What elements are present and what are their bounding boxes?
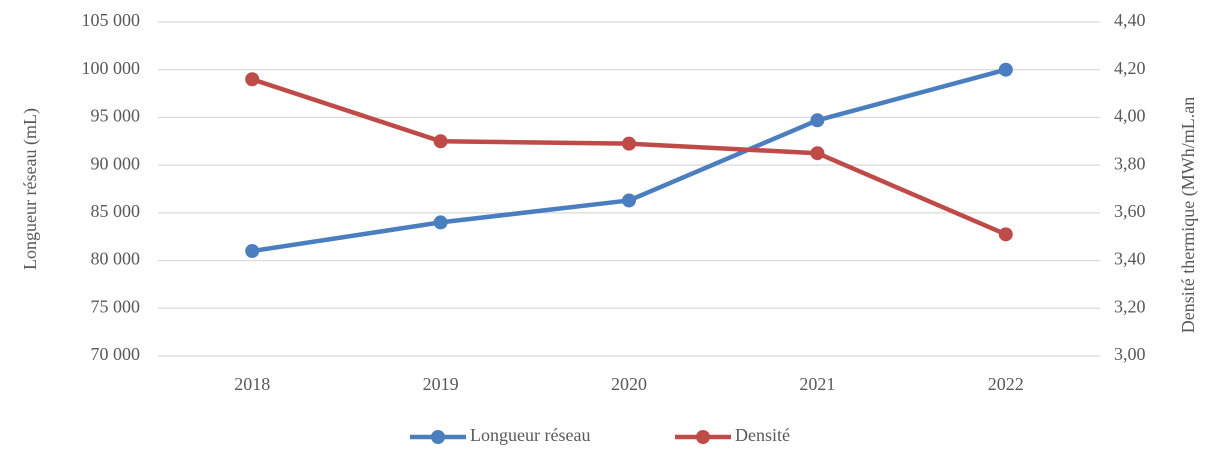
y-axis-title: Longueur réseau (mL) <box>20 108 41 270</box>
y2-tick-label: 3,20 <box>1114 296 1146 316</box>
y-tick-label: 90 000 <box>91 153 141 173</box>
y-tick-label: 85 000 <box>91 201 141 221</box>
legend-label: Longueur réseau <box>470 425 590 445</box>
data-point <box>810 113 825 128</box>
x-tick-label: 2020 <box>611 374 647 394</box>
data-point <box>810 146 825 161</box>
legend-marker <box>696 430 710 444</box>
x-tick-label: 2021 <box>799 374 835 394</box>
y2-tick-label: 3,40 <box>1114 249 1146 269</box>
y2-axis-title: Densité thermique (MWh/mL.an <box>1178 97 1199 333</box>
y-tick-label: 100 000 <box>82 58 141 78</box>
legend-marker <box>431 430 445 444</box>
series-line <box>251 67 1007 254</box>
legend-label: Densité <box>735 425 790 445</box>
y2-tick-label: 3,60 <box>1114 201 1146 221</box>
y-tick-label: 105 000 <box>82 10 141 30</box>
data-point <box>245 244 260 259</box>
data-point <box>622 193 636 208</box>
data-point <box>433 215 448 230</box>
y2-tick-label: 4,40 <box>1114 10 1146 30</box>
x-tick-label: 2019 <box>423 374 459 394</box>
y-tick-label: 75 000 <box>91 296 141 316</box>
data-point <box>622 136 636 151</box>
x-tick-label: 2022 <box>988 374 1024 394</box>
y2-tick-label: 3,80 <box>1114 153 1146 173</box>
y-tick-label: 95 000 <box>91 106 141 126</box>
data-point <box>245 72 260 87</box>
y2-tick-label: 4,00 <box>1114 106 1146 126</box>
data-point <box>998 62 1013 77</box>
x-tick-label: 2018 <box>234 374 270 394</box>
y-tick-label: 70 000 <box>91 344 141 364</box>
y2-tick-label: 3,00 <box>1114 344 1146 364</box>
data-point <box>433 134 448 149</box>
data-point <box>998 227 1013 242</box>
y-tick-label: 80 000 <box>91 249 141 269</box>
y2-tick-label: 4,20 <box>1114 58 1146 78</box>
series-line <box>251 77 1007 237</box>
